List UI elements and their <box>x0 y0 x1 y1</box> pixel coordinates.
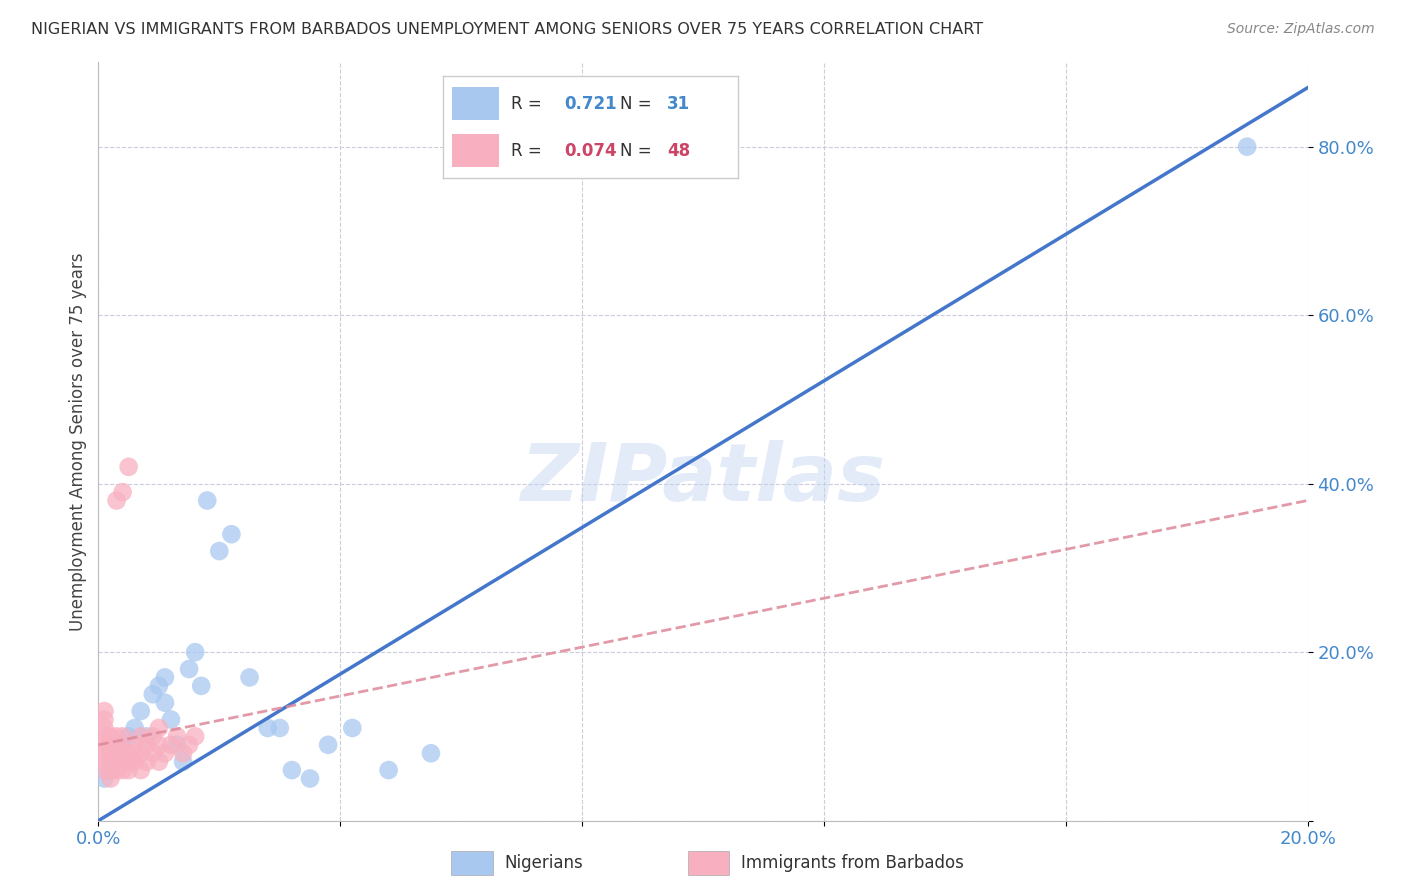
Point <box>118 755 141 769</box>
Point <box>118 746 141 760</box>
Point <box>129 746 152 760</box>
Point <box>420 746 443 760</box>
Point <box>100 755 122 769</box>
Point <box>111 746 134 760</box>
Point <box>105 755 128 769</box>
Point <box>135 755 157 769</box>
Point <box>93 746 115 760</box>
Text: 0.721: 0.721 <box>564 95 617 112</box>
Point <box>184 645 207 659</box>
Point <box>135 738 157 752</box>
Point <box>100 746 122 760</box>
Point <box>124 755 146 769</box>
Bar <box>451 851 492 875</box>
Point <box>142 730 165 744</box>
Point <box>299 772 322 786</box>
Point <box>142 687 165 701</box>
Point <box>118 730 141 744</box>
Text: NIGERIAN VS IMMIGRANTS FROM BARBADOS UNEMPLOYMENT AMONG SENIORS OVER 75 YEARS CO: NIGERIAN VS IMMIGRANTS FROM BARBADOS UNE… <box>31 22 983 37</box>
Text: R =: R = <box>510 95 547 112</box>
Point <box>239 670 262 684</box>
Point <box>93 772 115 786</box>
Point <box>100 738 122 752</box>
Text: Source: ZipAtlas.com: Source: ZipAtlas.com <box>1227 22 1375 37</box>
Point <box>111 763 134 777</box>
Bar <box>451 87 499 120</box>
Point <box>111 738 134 752</box>
Point <box>316 738 339 752</box>
Point <box>129 763 152 777</box>
Point <box>160 713 183 727</box>
Text: N =: N = <box>620 142 657 160</box>
Point <box>105 738 128 752</box>
Point <box>118 459 141 474</box>
Point <box>93 755 115 769</box>
Text: N =: N = <box>620 95 657 112</box>
Point <box>100 772 122 786</box>
Point <box>142 746 165 760</box>
Point <box>190 679 212 693</box>
Point <box>172 755 194 769</box>
Point <box>1236 139 1258 153</box>
Point <box>93 721 115 735</box>
Point <box>377 763 399 777</box>
Point <box>208 544 231 558</box>
Point <box>281 763 304 777</box>
Text: 48: 48 <box>668 142 690 160</box>
Point <box>153 670 176 684</box>
Point <box>148 679 170 693</box>
Point <box>148 755 170 769</box>
Point <box>342 721 364 735</box>
Point <box>105 730 128 744</box>
Point <box>179 662 201 676</box>
Point <box>111 755 134 769</box>
Point <box>256 721 278 735</box>
Point <box>269 721 291 735</box>
Text: Immigrants from Barbados: Immigrants from Barbados <box>741 854 963 872</box>
Point <box>148 738 170 752</box>
Point <box>100 763 122 777</box>
Point <box>105 763 128 777</box>
Point <box>111 485 134 500</box>
Point <box>129 704 152 718</box>
Point <box>166 738 188 752</box>
Point <box>160 738 183 752</box>
Text: ZIPatlas: ZIPatlas <box>520 441 886 518</box>
Point <box>100 763 122 777</box>
Point <box>148 721 170 735</box>
Point <box>135 730 157 744</box>
Point <box>93 763 115 777</box>
Point <box>124 746 146 760</box>
Bar <box>688 851 728 875</box>
Point <box>93 738 115 752</box>
Point <box>172 746 194 760</box>
Point <box>93 730 115 744</box>
Point <box>100 730 122 744</box>
Point <box>129 730 152 744</box>
Point <box>124 738 146 752</box>
Point <box>195 493 218 508</box>
Point <box>105 746 128 760</box>
Point <box>105 746 128 760</box>
Point <box>153 746 176 760</box>
Point <box>93 713 115 727</box>
Point <box>184 730 207 744</box>
Point <box>124 721 146 735</box>
Point <box>105 493 128 508</box>
Point <box>93 704 115 718</box>
Point <box>118 763 141 777</box>
Text: Nigerians: Nigerians <box>505 854 583 872</box>
Point <box>166 730 188 744</box>
Text: 31: 31 <box>668 95 690 112</box>
Text: 0.074: 0.074 <box>564 142 617 160</box>
Text: R =: R = <box>510 142 547 160</box>
Point <box>153 696 176 710</box>
Y-axis label: Unemployment Among Seniors over 75 years: Unemployment Among Seniors over 75 years <box>69 252 87 631</box>
Bar <box>451 135 499 167</box>
Point <box>221 527 243 541</box>
Point <box>179 738 201 752</box>
Point <box>111 730 134 744</box>
